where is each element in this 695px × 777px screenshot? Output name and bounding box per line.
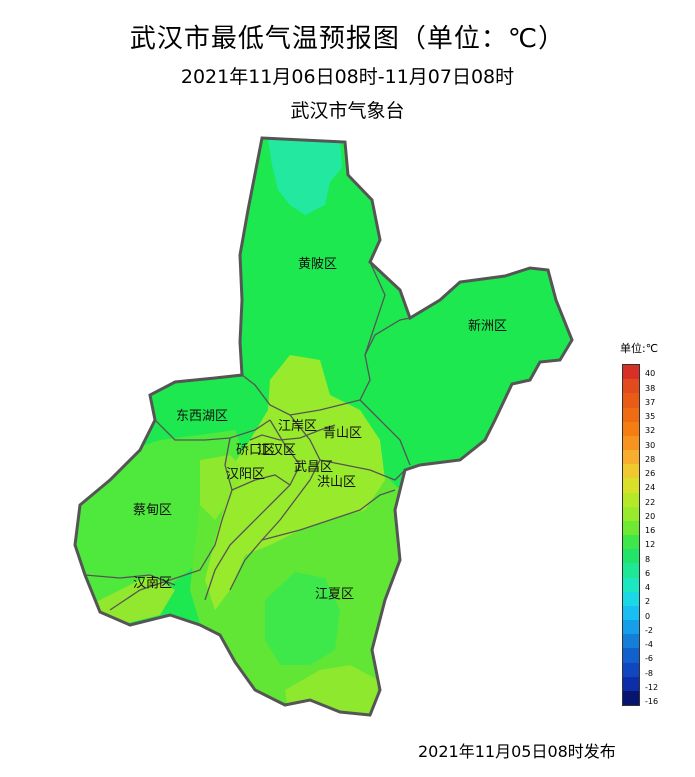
- legend-tick-label: 6: [645, 568, 651, 578]
- forecast-period: 2021年11月06日08时-11月07日08时: [180, 66, 515, 88]
- legend-tick-label: -4: [645, 640, 653, 649]
- boundary-xinzhou-south: [359, 399, 411, 466]
- legend-labels: 40 38 37 35 32 30 28 26 24 22 20 16 12 8 6 4 2 0 -2 -4 -6 -8-…: [645, 364, 690, 706]
- legend-swatch: [623, 549, 639, 564]
- legend-tick-label: 38: [645, 383, 656, 393]
- legend-swatch: [623, 620, 639, 635]
- boundary-huangpi-xinzhou: [364, 261, 386, 356]
- legend-tick-label: 24: [645, 483, 656, 493]
- legend-swatch: [623, 577, 639, 592]
- legend-tick-label: 22: [645, 497, 656, 507]
- legend-swatch: [623, 662, 639, 677]
- label-jiangxia: 江夏区: [315, 587, 354, 602]
- legend-swatch: [623, 520, 639, 536]
- issue-time: 2021年11月05日08时发布: [418, 742, 616, 761]
- legend-swatch: [623, 407, 639, 422]
- legend-swatch: [623, 648, 639, 663]
- label-jianghan: 江汉区: [257, 443, 296, 458]
- boundary-urban-inner: [249, 424, 336, 441]
- legend-tick-label: -6: [645, 654, 653, 664]
- legend-tick-label: 20: [645, 511, 656, 521]
- legend-tick-label: 35: [645, 412, 656, 421]
- label-jiangan: 江岸区: [278, 419, 317, 434]
- zone-jiangxia-cool: [265, 572, 340, 665]
- legend-swatch: [623, 379, 639, 394]
- legend-tick-label: 0: [645, 611, 651, 621]
- legend-swatch: [623, 435, 639, 451]
- label-huangpi: 黄陂区: [298, 256, 337, 272]
- district-boundaries: [84, 261, 411, 611]
- boundary-caidian: [109, 437, 233, 611]
- zone-hannan-warm: [90, 575, 175, 625]
- legend-swatch: [623, 421, 639, 436]
- label-qingshan: 青山区: [323, 426, 362, 441]
- legend-title: 单位:℃: [620, 342, 659, 355]
- legend-tick-label: -2: [645, 625, 653, 635]
- legend-tick-label: 26: [645, 469, 656, 478]
- zone-caidian-warm: [200, 455, 245, 520]
- legend-tick-label: 37: [645, 397, 656, 407]
- legend-tick-label: 30: [645, 440, 656, 450]
- legend-tick-label: -8: [645, 668, 653, 678]
- zone-cold-north: [268, 140, 342, 215]
- label-hanyang: 汉阳区: [226, 467, 265, 482]
- legend-tick-label: 40: [645, 369, 656, 379]
- legend-swatch: [623, 492, 639, 507]
- legend-swatch: [623, 591, 639, 606]
- boundary-river-right: [229, 414, 321, 591]
- label-qiaokou: 硚口区: [236, 443, 275, 458]
- legend-swatch: [623, 634, 639, 649]
- legend-swatch: [623, 676, 639, 691]
- legend-tick-label: 28: [645, 454, 656, 464]
- label-wuchang: 武昌区: [294, 460, 333, 475]
- legend-tick-label: 4: [645, 583, 651, 592]
- legend-swatch: [623, 506, 639, 521]
- legend-swatch: [623, 393, 639, 408]
- boundary-hanyang: [231, 474, 291, 491]
- map-title: 武汉市最低气温预报图（单位：℃）: [129, 24, 566, 54]
- label-caidian: 蔡甸区: [133, 503, 172, 518]
- label-dongxihu: 东西湖区: [176, 409, 228, 424]
- color-legend: [622, 364, 640, 706]
- temperature-zones: [75, 140, 410, 715]
- boundary-huangpi-south: [241, 317, 411, 416]
- label-xinzhou: 新洲区: [468, 318, 507, 334]
- boundary-hongshan: [319, 459, 406, 481]
- legend-tick-label: -12: [645, 682, 659, 692]
- label-hongshan: 洪山区: [317, 475, 356, 490]
- district-labels: 黄陂区 新洲区 东西湖区 江岸区 硚口区 江汉区 青山区 汉阳区 武昌区 洪山区…: [133, 256, 507, 602]
- legend-swatch: [623, 365, 639, 380]
- legend-tick-label: 2: [645, 597, 651, 607]
- legend-tick-label: 16: [645, 526, 656, 535]
- boundary-jiangxia-north: [261, 489, 396, 541]
- legend-swatch: [623, 450, 639, 465]
- legend-tick-label: -16: [645, 697, 659, 706]
- legend-swatch: [623, 478, 639, 493]
- city-outline: [73, 136, 574, 717]
- zone-urban-warm: [205, 355, 385, 610]
- legend-swatch: [623, 464, 639, 479]
- legend-swatch: [623, 690, 639, 706]
- issuing-agency: 武汉市气象台: [290, 100, 405, 122]
- legend-tick-label: 32: [645, 426, 656, 436]
- legend-swatch: [623, 535, 639, 550]
- legend-swatch: [623, 605, 639, 621]
- boundary-hannan: [84, 574, 176, 586]
- boundary-river-left: [204, 419, 301, 601]
- legend-tick-label: 12: [645, 540, 656, 550]
- legend-swatch: [623, 563, 639, 578]
- label-hannan: 汉南区: [133, 575, 172, 591]
- boundary-dongxihu: [154, 419, 271, 441]
- legend-tick-label: 8: [645, 554, 651, 564]
